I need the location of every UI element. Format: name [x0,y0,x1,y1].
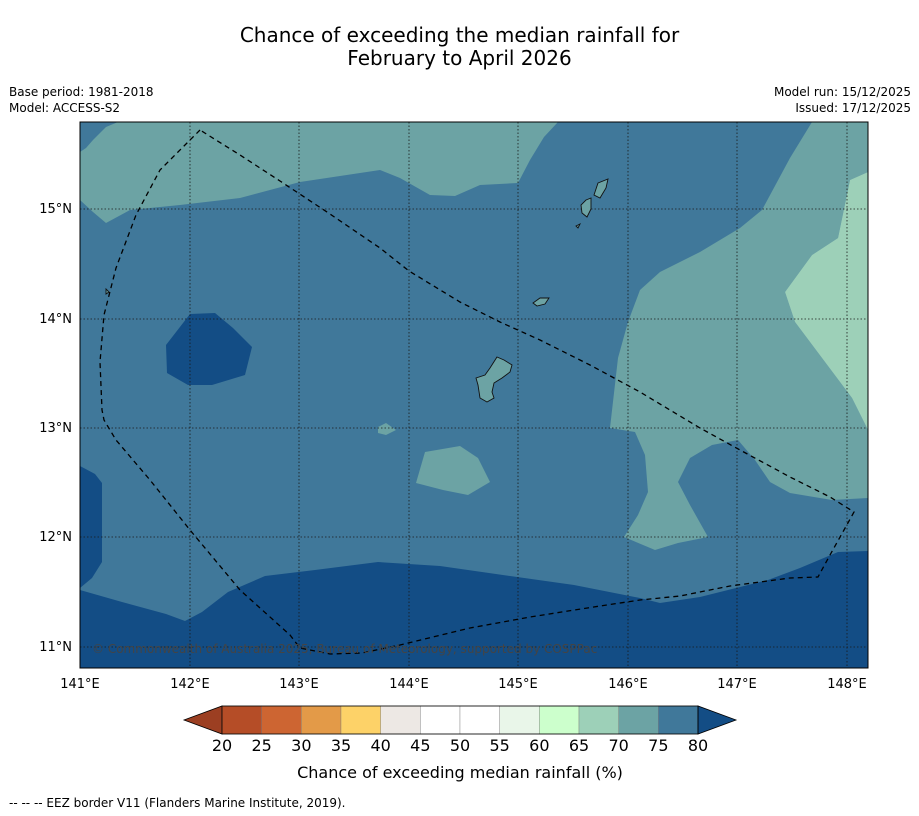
islands [105,178,609,403]
lon-tick-label: 141°E [60,677,100,692]
eez-legend: -- -- -- EEZ border V11 (Flanders Marine… [9,796,346,810]
colorbar-tick-label: 55 [489,736,509,755]
lon-tick-label: 145°E [498,677,538,692]
lon-tick-label: 148°E [827,677,867,692]
colorbar-label: Chance of exceeding median rainfall (%) [297,763,623,782]
chart-title-line1: Chance of exceeding the median rainfall … [239,23,680,47]
lon-tick-label: 142°E [170,677,210,692]
lat-axis: 15°N 14°N 13°N 12°N 11°N [39,202,72,655]
colorbar-segment [539,705,580,735]
colorbar-segment [618,705,659,735]
colorbar-segment [261,705,302,735]
lat-tick-label: 13°N [39,421,72,436]
colorbar-tick-label: 40 [370,736,390,755]
lat-tick-label: 14°N [39,312,72,327]
colorbar-tick-label: 45 [410,736,430,755]
field-65-70 [785,172,868,430]
lon-tick-label: 144°E [389,677,429,692]
rota-island [532,297,550,307]
lat-tick-label: 15°N [39,202,72,217]
guam-island [475,356,513,403]
map-frame [79,121,869,669]
colorbar-tick-label: 35 [331,736,351,755]
model-name: Model: ACCESS-S2 [9,101,121,115]
colorbar-segment [340,705,381,735]
lat-tick-label: 12°N [39,530,72,545]
colorbar-segment [380,705,421,735]
map-area [80,122,868,668]
colorbar-extend-high [697,705,738,735]
colorbar-segment [221,705,262,735]
issued-date: Issued: 17/12/2025 [795,101,911,115]
colorbar-segment [301,705,342,735]
colorbar-tick-label: 50 [450,736,470,755]
field-70-75-east [610,122,868,550]
colorbar-tick-label: 30 [291,736,311,755]
colorbar-tick-label: 65 [569,736,589,755]
graticule [80,122,868,668]
eez-border [99,129,855,655]
colorbar-tick-label: 75 [648,736,668,755]
model-run: Model run: 15/12/2025 [773,85,911,99]
colorbar-segment [499,705,540,735]
colorbar-tick-label: 60 [529,736,549,755]
lon-tick-label: 147°E [717,677,757,692]
lon-axis: 141°E 142°E 143°E 144°E 145°E 146°E 147°… [60,677,867,692]
field-70-75-north [80,122,558,223]
colorbar-segment [459,705,500,735]
lon-tick-label: 146°E [608,677,648,692]
chart-title-line2: February to April 2026 [347,46,572,70]
colorbar: 20 25 30 35 40 45 50 55 60 65 70 75 80 [182,705,738,755]
lon-tick-label: 143°E [279,677,319,692]
field-80-plus-patch [166,313,252,385]
colorbar-segment [658,705,699,735]
saipan-island [593,178,609,199]
lat-tick-label: 11°N [39,640,72,655]
colorbar-tick-label: 70 [608,736,628,755]
colorbar-segment [420,705,461,735]
field-80-plus-west [80,466,102,588]
colorbar-tick-label: 25 [251,736,271,755]
colorbar-extend-low [182,705,223,735]
colorbar-tick-label: 20 [212,736,232,755]
base-period: Base period: 1981-2018 [9,85,154,99]
colorbar-tick-label: 80 [688,736,708,755]
field-80-plus-south [80,551,868,668]
colorbar-segment [578,705,619,735]
tinian-island [580,197,592,218]
colorbar-frame [221,705,699,735]
field-70-75-patch [416,446,490,495]
credit-text: © Commonwealth of Australia 2025, Bureau… [92,642,597,656]
